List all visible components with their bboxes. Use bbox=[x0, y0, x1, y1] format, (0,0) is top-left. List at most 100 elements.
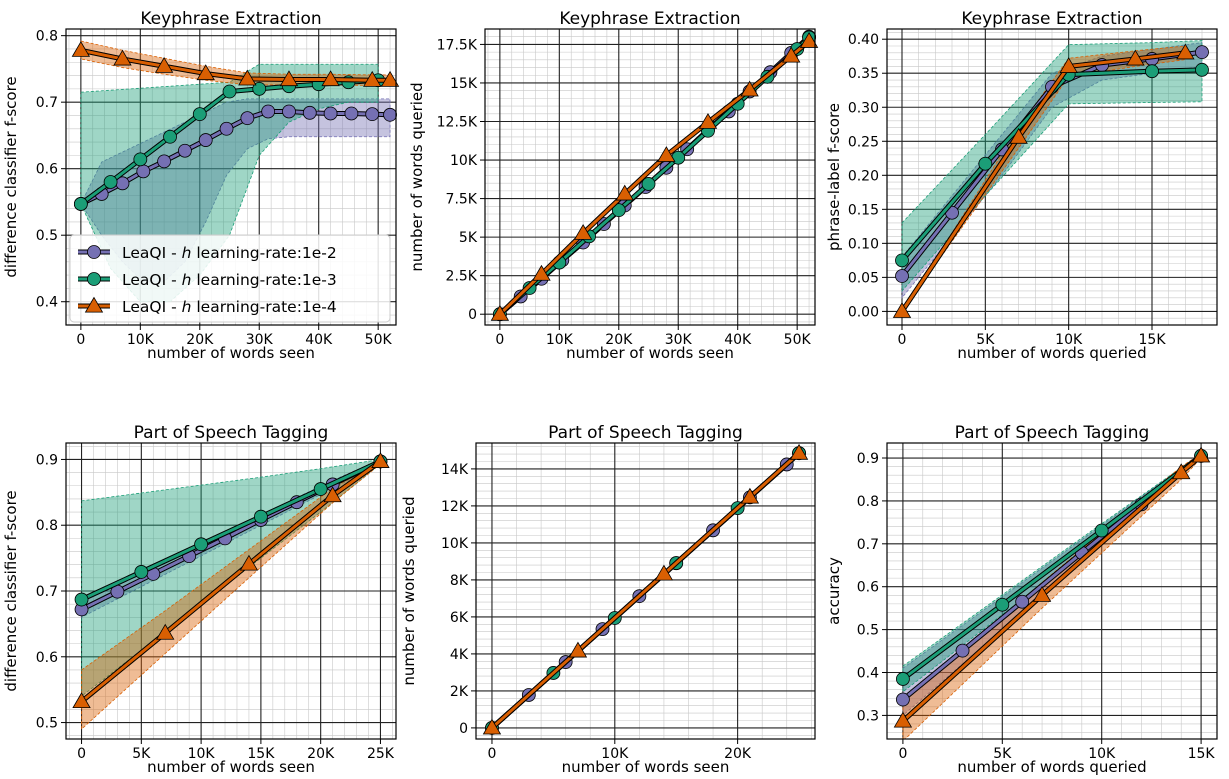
data-point bbox=[279, 70, 299, 87]
data-point bbox=[1145, 64, 1159, 79]
x-tick-label: 20K bbox=[724, 746, 752, 762]
x-tick-label: 50K bbox=[784, 332, 812, 348]
data-point bbox=[71, 40, 91, 57]
x-tick-label: 25K bbox=[367, 746, 395, 762]
data-point bbox=[252, 81, 267, 96]
y-tick-label: 0.30 bbox=[848, 100, 879, 116]
x-tick-label: 10K bbox=[1055, 332, 1083, 348]
data-point bbox=[740, 487, 760, 504]
legend-label-suffix: learning-rate:1e-2 bbox=[191, 244, 336, 262]
legend-marker bbox=[87, 272, 101, 286]
y-tick-label: 12K bbox=[441, 499, 469, 515]
x-tick-label: 20K bbox=[605, 332, 633, 348]
x-tick-label: 0 bbox=[495, 332, 504, 348]
y-tick-label: 0.10 bbox=[848, 236, 879, 252]
x-axis-label: number of words seen bbox=[147, 758, 315, 776]
x-tick-label: 0 bbox=[488, 746, 497, 762]
data-point bbox=[222, 84, 237, 99]
y-tick-label: 0.35 bbox=[848, 66, 879, 82]
y-axis-label: number of words queried bbox=[408, 82, 426, 271]
data-point bbox=[134, 565, 149, 579]
plot-frame bbox=[886, 28, 1218, 326]
legend-label-italic: h bbox=[182, 244, 192, 262]
plot-frame bbox=[886, 442, 1218, 740]
data-point bbox=[1126, 49, 1145, 66]
y-tick-label: 0.7 bbox=[36, 584, 58, 600]
data-point bbox=[671, 150, 686, 165]
data-point bbox=[74, 592, 89, 607]
data-point bbox=[1059, 57, 1078, 73]
legend-marker bbox=[87, 245, 101, 259]
data-point bbox=[282, 104, 296, 119]
data-point bbox=[1176, 43, 1195, 60]
y-axis-label: difference classifier f-score bbox=[2, 490, 20, 691]
data-point bbox=[1032, 585, 1052, 602]
panel-2: 0 10K 20K 30K 40K 50K 0 2.5K 5K 7.5K 10K 12.5K 15K 17… bbox=[408, 9, 819, 362]
data-point bbox=[568, 641, 588, 658]
data-point bbox=[239, 554, 259, 571]
data-point bbox=[383, 107, 397, 122]
data-point bbox=[219, 121, 234, 136]
x-tick-label: 0 bbox=[898, 746, 907, 762]
data-point bbox=[156, 623, 175, 640]
data-point bbox=[1094, 523, 1109, 538]
y-tick-label: 0.40 bbox=[848, 32, 879, 48]
legend-label-prefix: LeaQI - bbox=[122, 244, 182, 262]
data-point bbox=[892, 302, 912, 318]
y-tick-label: 10K bbox=[450, 153, 478, 169]
data-point bbox=[261, 104, 276, 119]
y-tick-label: 0.6 bbox=[36, 650, 58, 666]
y-tick-label: 0.7 bbox=[36, 95, 58, 111]
y-tick-label: 14K bbox=[441, 462, 469, 478]
series-line bbox=[901, 454, 1203, 723]
legend-label-suffix: learning-rate:1e-3 bbox=[191, 271, 336, 289]
chart-title: Keyphrase Extraction bbox=[559, 9, 740, 29]
x-axis-label: number of words seen bbox=[566, 344, 734, 362]
y-tick-label: 0.05 bbox=[848, 270, 879, 286]
data-point bbox=[482, 718, 502, 735]
y-tick-label: 2K bbox=[450, 684, 469, 700]
x-tick-label: 0 bbox=[76, 332, 85, 348]
data-point bbox=[73, 197, 88, 211]
y-tick-label: 0.5 bbox=[36, 716, 58, 732]
data-point bbox=[113, 49, 132, 66]
legend-label-prefix: LeaQI - bbox=[122, 271, 182, 289]
data-point bbox=[72, 692, 91, 709]
series-3 bbox=[892, 43, 1195, 318]
data-point bbox=[615, 184, 634, 201]
chart-title: Keyphrase Extraction bbox=[961, 9, 1142, 29]
data-point bbox=[573, 223, 593, 240]
data-point bbox=[344, 106, 359, 121]
y-tick-label: 0.9 bbox=[36, 452, 58, 468]
data-point bbox=[896, 692, 910, 707]
plot-frame bbox=[475, 442, 816, 740]
plot-frame bbox=[484, 28, 816, 326]
x-tick-label: 10K bbox=[127, 332, 155, 348]
y-tick-label: 4K bbox=[450, 647, 469, 663]
data-point bbox=[192, 107, 207, 122]
legend-label-suffix: learning-rate:1e-4 bbox=[191, 298, 336, 316]
x-tick-label: 10K bbox=[601, 746, 629, 762]
x-tick-label: 20K bbox=[186, 332, 214, 348]
data-point bbox=[240, 111, 255, 126]
y-tick-label: 17.5K bbox=[437, 37, 478, 53]
plot-frame bbox=[65, 28, 397, 326]
y-tick-label: 0.9 bbox=[857, 451, 879, 467]
y-axis-label: difference classifier f-score bbox=[2, 76, 20, 277]
x-tick-label: 10K bbox=[188, 746, 216, 762]
chart-title: Part of Speech Tagging bbox=[955, 423, 1150, 443]
y-tick-label: 0.4 bbox=[36, 295, 58, 311]
legend-label-italic: h bbox=[182, 298, 192, 316]
legend-entry-2: LeaQI - h learning-rate:1e-3 bbox=[78, 271, 337, 289]
y-tick-label: 6K bbox=[450, 610, 469, 626]
y-tick-label: 0.8 bbox=[36, 518, 58, 534]
series-3 bbox=[71, 40, 400, 87]
x-tick-label: 5K bbox=[976, 332, 995, 348]
y-tick-label: 0.15 bbox=[848, 202, 879, 218]
data-point bbox=[198, 133, 213, 147]
data-point bbox=[532, 264, 551, 281]
data-point bbox=[1172, 463, 1191, 480]
y-tick-label: 0.8 bbox=[857, 494, 879, 510]
data-point bbox=[321, 70, 340, 87]
y-tick-label: 0.5 bbox=[36, 228, 58, 244]
